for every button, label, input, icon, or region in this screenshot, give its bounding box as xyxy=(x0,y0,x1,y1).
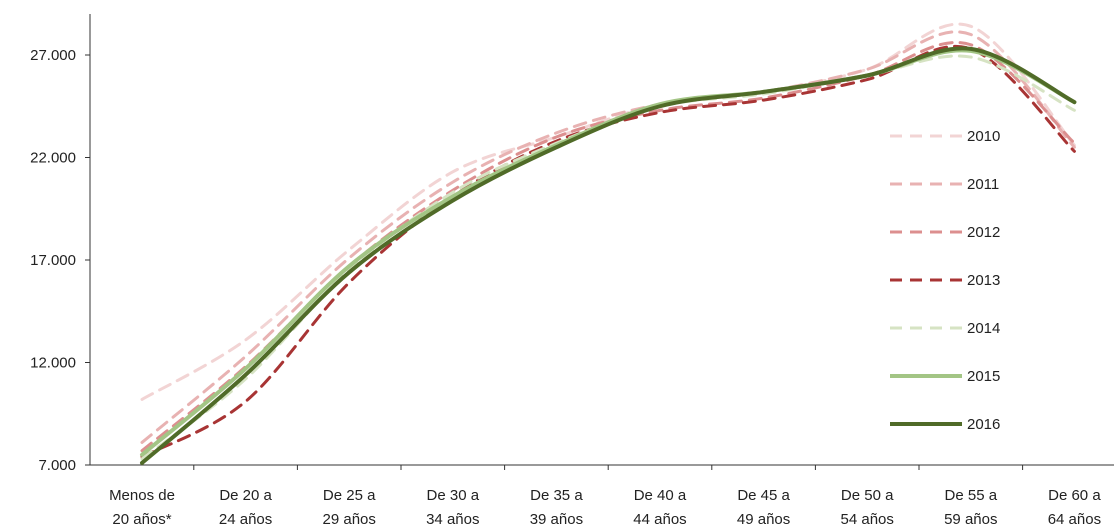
x-tick-label: De 20 a xyxy=(219,487,272,504)
x-tick-label: De 30 a xyxy=(427,487,480,504)
x-tick-label: De 50 a xyxy=(841,487,894,504)
x-tick-label: De 25 a xyxy=(323,487,376,504)
x-tick-label: De 55 a xyxy=(945,487,998,504)
legend: 2010 2011 2012 2013 2014 2015 2016 xyxy=(890,128,1000,433)
x-tick-label: De 45 a xyxy=(737,487,790,504)
series-line-2015 xyxy=(140,48,1077,457)
x-tick-label: Menos de xyxy=(109,487,175,504)
x-tick-label: 59 años xyxy=(944,511,997,528)
x-tick-label: 29 años xyxy=(323,511,376,528)
x-tick-label: De 35 a xyxy=(530,487,583,504)
x-tick-label: 54 años xyxy=(841,511,894,528)
series-line-2012 xyxy=(140,41,1076,453)
x-tick-label: De 60 a xyxy=(1048,487,1101,504)
legend-label-2016: 2016 xyxy=(967,416,1000,433)
x-tick-label: 44 años xyxy=(633,511,686,528)
y-tick-label: 27.000 xyxy=(30,47,76,64)
series-line-2013 xyxy=(140,44,1076,459)
legend-label-2013: 2013 xyxy=(967,272,1000,289)
x-tick-label: 49 años xyxy=(737,511,790,528)
x-tick-label: De 40 a xyxy=(634,487,687,504)
y-tick-label: 12.000 xyxy=(30,355,76,372)
legend-label-2014: 2014 xyxy=(967,320,1000,337)
y-tick-label: 22.000 xyxy=(30,150,76,167)
legend-label-2010: 2010 xyxy=(967,128,1000,145)
axes: 7.000 12.000 17.000 22.000 27.000 Menos de 20 … xyxy=(30,14,1114,528)
series-layer xyxy=(140,22,1077,465)
x-tick-label: 20 años* xyxy=(112,511,171,528)
x-tick-label: 64 años xyxy=(1048,511,1101,528)
x-tick-label: 39 años xyxy=(530,511,583,528)
x-tick-label: 24 años xyxy=(219,511,272,528)
legend-label-2015: 2015 xyxy=(967,368,1000,385)
series-line-2014 xyxy=(140,54,1076,461)
x-tick-label: 34 años xyxy=(426,511,479,528)
series-line-2010 xyxy=(140,22,1076,401)
legend-label-2012: 2012 xyxy=(967,224,1000,241)
series-line-2011 xyxy=(140,30,1076,444)
y-tick-label: 7.000 xyxy=(38,457,76,474)
y-tick-label: 17.000 xyxy=(30,252,76,269)
series-line-2016 xyxy=(140,46,1077,465)
legend-label-2011: 2011 xyxy=(967,176,999,193)
